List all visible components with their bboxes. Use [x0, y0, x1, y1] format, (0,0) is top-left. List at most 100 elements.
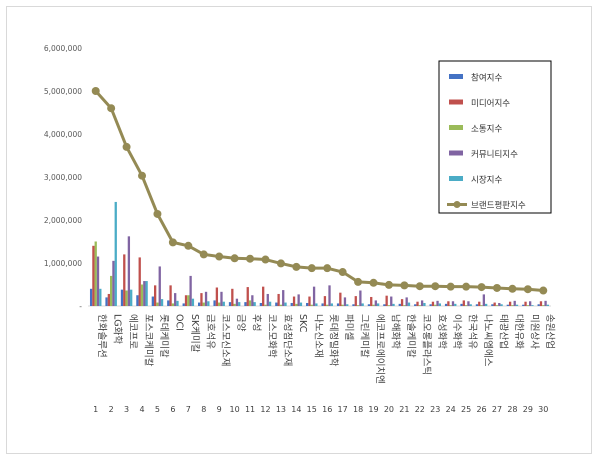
- legend-label: 시장지수: [471, 175, 502, 186]
- bar: [542, 305, 545, 306]
- bar: [220, 291, 223, 306]
- bar: [204, 291, 208, 306]
- bar: [169, 285, 172, 306]
- bar: [231, 288, 234, 306]
- bar: [387, 305, 391, 306]
- line-point: [369, 278, 378, 287]
- bar: [96, 256, 100, 306]
- bar: [238, 302, 241, 306]
- bar: [156, 302, 159, 306]
- bar: [312, 286, 316, 306]
- bar: [279, 304, 283, 306]
- x-category-label: 대한유화: [513, 314, 524, 349]
- line-point: [492, 283, 501, 292]
- bar: [264, 304, 267, 306]
- bar: [207, 301, 210, 306]
- x-category-label: 에코프로: [127, 314, 138, 349]
- legend-swatch: [449, 176, 463, 181]
- bar: [248, 300, 252, 306]
- bar: [429, 304, 432, 306]
- x-category-label: 코오롱플라스틱: [420, 314, 432, 375]
- bar: [390, 296, 393, 306]
- bar: [182, 303, 185, 306]
- x-rank-label: 10: [230, 405, 240, 414]
- x-category-label: 파미셀: [343, 314, 354, 340]
- line-point: [508, 284, 517, 293]
- bar: [531, 305, 534, 306]
- x-rank-label: 24: [446, 405, 456, 414]
- line-point: [477, 283, 486, 292]
- bar: [423, 302, 426, 306]
- bar: [508, 301, 512, 306]
- bar: [460, 303, 463, 306]
- x-category-label: LG화학: [112, 314, 123, 344]
- bar: [321, 303, 324, 306]
- x-rank-label: 4: [139, 405, 144, 414]
- x-category-label: SKC: [297, 314, 308, 333]
- x-rank-label: 28: [507, 405, 517, 414]
- x-category-label: 그린케미칼: [359, 314, 370, 358]
- bar: [295, 303, 298, 306]
- bar: [262, 286, 265, 306]
- bar: [407, 302, 411, 306]
- bar: [485, 303, 488, 306]
- line-point: [122, 142, 131, 151]
- bar: [330, 303, 333, 306]
- bar: [434, 304, 437, 306]
- bar: [326, 304, 329, 306]
- bar: [539, 301, 543, 306]
- y-tick-label: -: [79, 302, 82, 311]
- bar: [110, 275, 113, 306]
- bar: [292, 296, 296, 306]
- line-point: [446, 282, 455, 291]
- bar: [167, 300, 170, 306]
- x-rank-label: 25: [461, 405, 471, 414]
- legend-label: 브랜드평판지수: [471, 200, 526, 211]
- bar: [228, 302, 232, 306]
- bar: [385, 295, 388, 306]
- bar: [112, 260, 115, 306]
- bar: [480, 305, 483, 306]
- x-category-label: 효성화학: [436, 314, 447, 349]
- bar: [495, 305, 499, 306]
- line-point: [354, 277, 363, 286]
- x-category-label: 효성첨단소재: [281, 314, 292, 366]
- line-point: [199, 250, 208, 259]
- bar: [306, 302, 309, 306]
- bar: [367, 304, 371, 306]
- legend-box: [438, 60, 552, 214]
- bar: [145, 281, 148, 306]
- bar: [546, 304, 550, 306]
- line-point: [138, 171, 147, 180]
- bar: [513, 300, 516, 306]
- bar: [403, 305, 406, 306]
- bar: [315, 303, 318, 306]
- bar: [299, 302, 303, 306]
- x-category-label: OCI: [173, 314, 184, 331]
- x-rank-label: 26: [476, 405, 486, 414]
- bar: [482, 294, 485, 306]
- y-tick-label: 3,000,000: [44, 173, 82, 182]
- bar: [120, 289, 124, 306]
- bar: [268, 301, 272, 306]
- bar: [467, 301, 470, 306]
- x-rank-label: 20: [384, 405, 394, 414]
- bar: [310, 304, 313, 306]
- bar: [127, 236, 131, 306]
- bar: [370, 296, 373, 306]
- bar: [478, 301, 481, 306]
- legend-swatch: [449, 74, 463, 79]
- bar: [416, 301, 419, 306]
- line-point: [107, 104, 116, 113]
- bar: [372, 304, 375, 306]
- x-rank-label: 29: [523, 405, 533, 414]
- line-point: [384, 280, 393, 289]
- bar: [246, 287, 249, 306]
- x-rank-label: 16: [322, 405, 332, 414]
- bar: [392, 303, 395, 306]
- bar: [469, 304, 472, 306]
- bar: [418, 305, 421, 306]
- bar: [526, 305, 529, 306]
- bar: [361, 303, 364, 306]
- bar: [383, 304, 386, 306]
